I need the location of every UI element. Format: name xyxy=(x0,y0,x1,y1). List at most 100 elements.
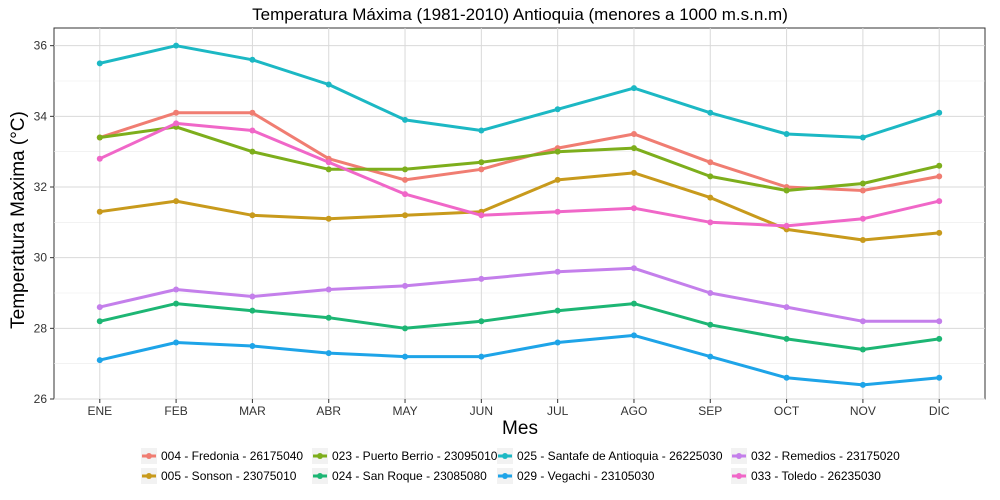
data-point xyxy=(859,180,866,187)
data-point xyxy=(936,109,943,116)
data-point xyxy=(173,198,180,205)
chart-title: Temperatura Máxima (1981-2010) Antioquia… xyxy=(252,5,788,24)
series-line xyxy=(99,333,940,387)
data-point xyxy=(707,321,714,328)
data-point xyxy=(630,145,637,152)
data-point xyxy=(249,148,256,155)
data-point xyxy=(630,85,637,92)
data-point xyxy=(402,353,409,360)
y-tick-label: 34 xyxy=(34,109,48,123)
data-point xyxy=(478,353,485,360)
data-point xyxy=(630,131,637,137)
legend-key-point xyxy=(502,453,508,459)
data-point xyxy=(554,106,561,113)
series-line xyxy=(99,125,940,192)
x-tick-label: JUL xyxy=(547,404,569,418)
x-tick-label: DIC xyxy=(929,404,950,418)
legend-label: 024 - San Roque - 23085080 xyxy=(332,469,487,483)
x-tick-label: AGO xyxy=(621,404,648,418)
data-point xyxy=(325,166,332,173)
data-point xyxy=(859,215,866,222)
data-point xyxy=(325,286,332,293)
data-point xyxy=(325,159,332,166)
data-point xyxy=(249,56,256,63)
data-point xyxy=(96,208,103,215)
data-point xyxy=(936,198,943,205)
legend-key-point xyxy=(146,473,152,479)
data-point xyxy=(249,212,256,219)
data-point xyxy=(325,350,332,357)
data-point xyxy=(936,162,943,169)
data-point xyxy=(707,173,714,180)
data-point xyxy=(783,187,790,194)
data-point xyxy=(859,318,866,325)
data-point xyxy=(707,159,714,166)
data-point xyxy=(402,176,409,183)
legend-key-point xyxy=(736,453,742,459)
data-point xyxy=(554,339,561,346)
data-point xyxy=(325,81,332,88)
data-point xyxy=(859,187,866,194)
data-point xyxy=(554,307,561,314)
data-point xyxy=(96,134,103,141)
x-tick-label: OCT xyxy=(774,404,800,418)
data-point xyxy=(173,109,180,116)
y-tick-label: 36 xyxy=(34,39,48,53)
data-point xyxy=(249,343,256,349)
series-line xyxy=(99,121,940,228)
x-tick-label: JUN xyxy=(470,404,493,418)
data-point xyxy=(859,134,866,141)
data-point xyxy=(478,275,485,282)
data-point xyxy=(478,159,485,166)
legend-label: 032 - Remedios - 23175020 xyxy=(751,449,900,463)
legend-key-point xyxy=(317,473,323,479)
x-tick-label: ABR xyxy=(316,404,341,418)
legend: 004 - Fredonia - 26175040 005 - Sonson - … xyxy=(141,448,900,484)
data-point xyxy=(96,60,103,67)
legend-key-point xyxy=(736,473,742,479)
data-point xyxy=(783,304,790,311)
x-tick-label: MAR xyxy=(239,404,266,418)
data-point xyxy=(249,109,256,116)
legend-label: 005 - Sonson - 23075010 xyxy=(161,469,297,483)
data-point xyxy=(96,318,103,325)
y-tick-label: 32 xyxy=(34,180,48,194)
y-tick-label: 26 xyxy=(34,392,48,406)
data-point xyxy=(325,215,332,222)
data-point xyxy=(96,357,103,364)
data-point xyxy=(859,237,866,243)
x-tick-label: NOV xyxy=(850,404,876,418)
data-point xyxy=(173,120,180,127)
data-point xyxy=(783,335,790,342)
legend-label: 023 - Puerto Berrio - 23095010 xyxy=(332,449,498,463)
series-line xyxy=(99,44,940,139)
series-line xyxy=(99,171,940,242)
legend-label: 029 - Vegachi - 23105030 xyxy=(517,469,655,483)
data-point xyxy=(783,131,790,137)
data-point xyxy=(936,335,943,342)
data-point xyxy=(96,304,103,311)
x-axis-title: Mes xyxy=(502,418,538,439)
x-tick-label: FEB xyxy=(164,404,187,418)
data-point xyxy=(936,318,943,325)
data-point xyxy=(859,381,866,388)
legend-label: 004 - Fredonia - 26175040 xyxy=(161,449,303,463)
data-point xyxy=(630,300,637,307)
x-tick-label: ENE xyxy=(87,404,112,418)
data-point xyxy=(478,127,485,134)
data-point xyxy=(173,300,180,307)
data-point xyxy=(554,208,561,215)
y-tick-label: 28 xyxy=(34,321,48,335)
data-point xyxy=(96,155,103,162)
legend-key-point xyxy=(502,473,508,479)
data-point xyxy=(630,265,637,272)
legend-label: 033 - Toledo - 26235030 xyxy=(751,469,881,483)
data-point xyxy=(249,127,256,134)
data-point xyxy=(707,290,714,296)
data-point xyxy=(478,166,485,173)
data-point xyxy=(707,109,714,116)
data-point xyxy=(859,346,866,353)
data-point xyxy=(402,191,409,198)
legend-label: 025 - Santafe de Antioquia - 26225030 xyxy=(517,449,723,463)
data-point xyxy=(402,212,409,219)
